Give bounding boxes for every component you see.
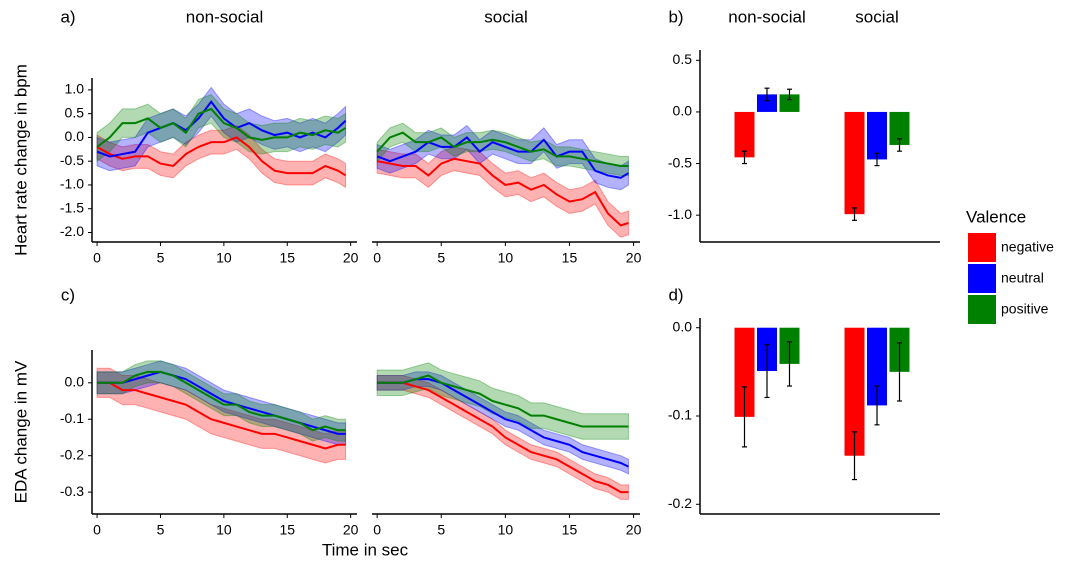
ribbon	[96, 360, 347, 442]
bar	[867, 327, 887, 406]
x-tick-label: 5	[157, 522, 165, 538]
x-tick-label: 20	[343, 250, 359, 266]
legend-title: Valence	[966, 207, 1026, 226]
line	[376, 131, 629, 167]
x-tick-label: 10	[498, 522, 514, 538]
ribbon	[96, 94, 347, 163]
y-tick-label: -0.1	[60, 410, 84, 426]
x-tick-label: 15	[562, 522, 578, 538]
line	[377, 381, 629, 494]
bar	[844, 111, 865, 215]
y-tick-label: -0.2	[668, 495, 692, 511]
bar	[867, 111, 887, 160]
panel-label: c)	[61, 285, 75, 304]
bar	[844, 327, 865, 456]
y-tick-label: 0.0	[65, 374, 85, 390]
legend-swatch	[968, 264, 996, 293]
legend-label: negative	[1001, 239, 1054, 255]
panel-label: a)	[60, 7, 75, 26]
ribbon	[376, 146, 629, 238]
legend-label: neutral	[1001, 270, 1044, 286]
y-tick-label: -0.3	[60, 483, 84, 499]
x-tick-label: 0	[93, 522, 101, 538]
line	[97, 381, 346, 450]
ribbon	[96, 86, 347, 172]
y-tick-label: 0.5	[673, 51, 693, 67]
x-axis-label: Time in sec	[322, 540, 409, 559]
y-axis-label: EDA change in mV	[11, 360, 30, 503]
bar	[757, 94, 777, 112]
y-tick-label: 0.0	[673, 103, 693, 119]
x-tick-label: 10	[498, 250, 514, 266]
y-tick-label: -0.5	[60, 152, 84, 168]
y-axis-label: Heart rate change in bpm	[11, 64, 30, 256]
line	[97, 370, 346, 432]
panel-title: social	[484, 7, 527, 26]
ribbon	[376, 375, 629, 500]
bar	[779, 94, 800, 112]
x-tick-label: 20	[626, 522, 642, 538]
legend-label: positive	[1001, 301, 1049, 317]
category-label: social	[855, 7, 898, 26]
x-tick-label: 5	[437, 250, 445, 266]
legend-swatch	[968, 233, 996, 262]
bar	[734, 111, 755, 158]
bar	[889, 111, 910, 145]
ribbon	[96, 367, 347, 464]
x-tick-label: 0	[373, 250, 381, 266]
line	[96, 107, 347, 148]
x-tick-label: 5	[437, 522, 445, 538]
legend-swatch	[968, 295, 996, 324]
x-tick-label: 15	[279, 522, 295, 538]
x-tick-label: 10	[216, 250, 232, 266]
y-tick-label: -1.5	[60, 199, 84, 215]
x-tick-label: 0	[373, 522, 381, 538]
y-tick-label: 1.0	[65, 81, 85, 97]
line	[377, 378, 629, 468]
y-tick-label: 0.5	[65, 104, 85, 120]
panel-title: non-social	[186, 7, 264, 26]
x-tick-label: 20	[343, 522, 359, 538]
line	[97, 370, 346, 435]
category-label: non-social	[728, 7, 806, 26]
x-tick-label: 20	[626, 250, 642, 266]
line	[96, 136, 347, 177]
bar	[734, 327, 755, 417]
x-tick-label: 10	[216, 522, 232, 538]
y-tick-label: -1.0	[60, 176, 84, 192]
x-tick-label: 5	[157, 250, 165, 266]
ribbon	[376, 122, 629, 176]
line	[376, 136, 629, 179]
y-tick-label: -1.0	[668, 206, 692, 222]
y-tick-label: -0.1	[668, 407, 692, 423]
y-tick-label: 0.0	[65, 128, 85, 144]
x-tick-label: 15	[279, 250, 295, 266]
panel-label: d)	[668, 285, 683, 304]
x-tick-label: 0	[93, 250, 101, 266]
y-tick-label: -2.0	[60, 223, 84, 239]
y-tick-label: -0.2	[60, 446, 84, 462]
panel-label: b)	[668, 7, 683, 26]
x-tick-label: 15	[562, 250, 578, 266]
line	[376, 157, 629, 227]
y-tick-label: -0.5	[668, 154, 692, 170]
y-tick-label: 0.0	[673, 318, 693, 334]
line	[377, 374, 629, 428]
